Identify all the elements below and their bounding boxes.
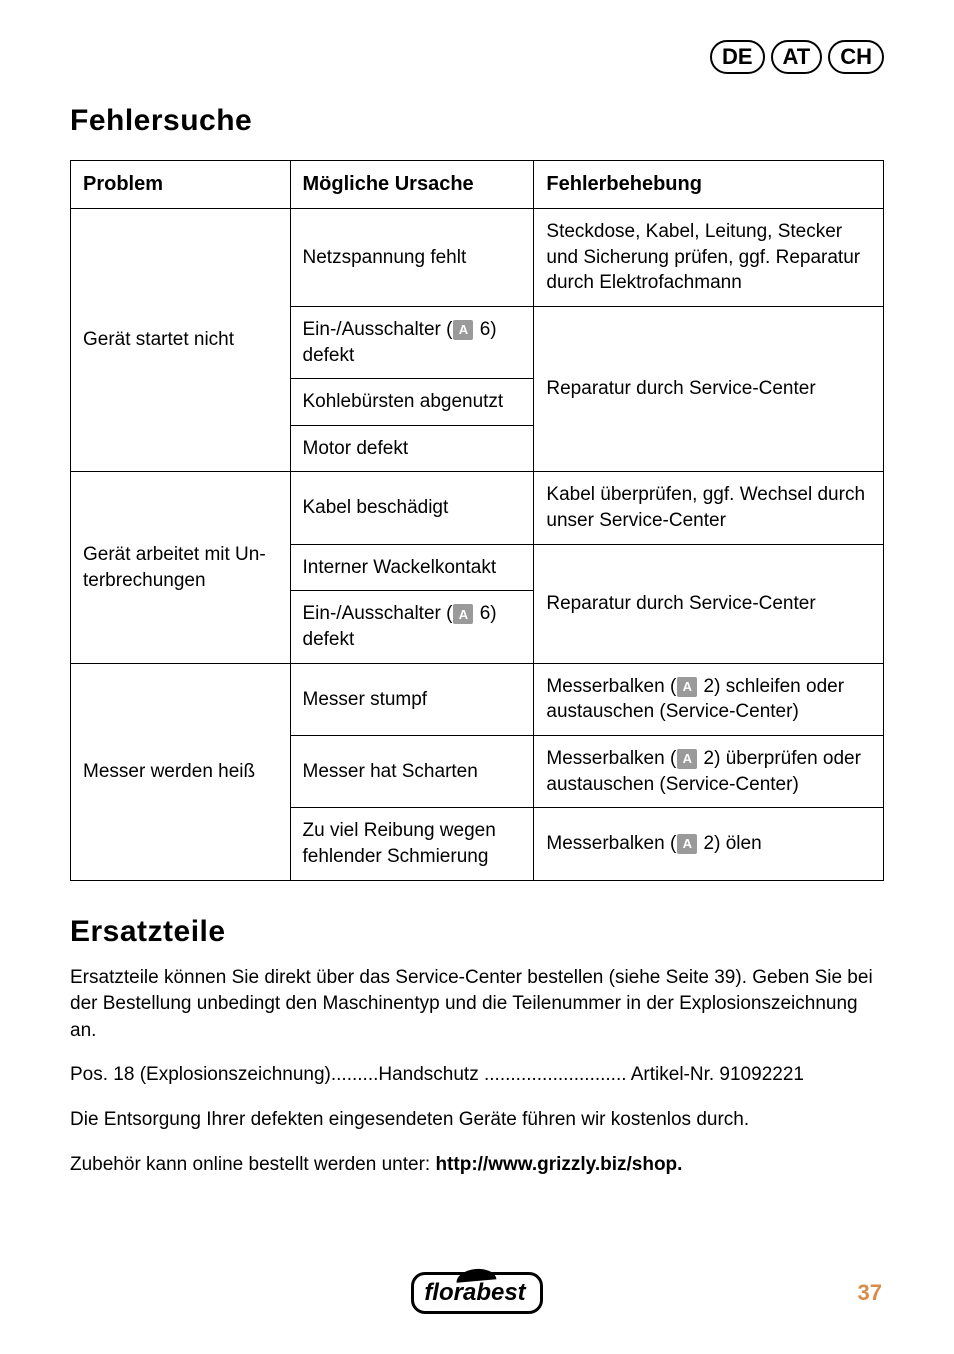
cell-cause: Messer stumpf [290,663,534,735]
cell-cause: Kohlebürsten abgenutzt [290,379,534,426]
table-row: Gerät startet nicht Netzspannung fehlt S… [71,209,884,307]
section-title-spareparts: Ersatzteile [70,915,884,949]
ref-icon: A [453,604,473,624]
cell-fix: Kabel überprüfen, ggf. Wechsel durch uns… [534,472,884,544]
cell-cause: Netzspannung fehlt [290,209,534,307]
cell-fix: Messerbalken (A 2) überprüfen oder austa… [534,735,884,807]
ref-icon: A [453,320,473,340]
table-header-row: Problem Mögliche Ursache Fehlerbehebung [71,161,884,209]
country-code: DE [710,40,765,74]
table-row: Gerät arbeitet mit Un­terbrechungen Kabe… [71,472,884,544]
header-fix: Fehlerbehebung [534,161,884,209]
florabest-logo: florabest [411,1272,542,1314]
header-problem: Problem [71,161,291,209]
body-paragraph: Die Entsorgung Ihrer defekten eingesende… [70,1107,884,1134]
country-code: CH [828,40,884,74]
cell-cause: Zu viel Reibung wegen fehlender Schmieru… [290,808,534,880]
body-paragraph: Zubehör kann online bestellt werden unte… [70,1152,884,1179]
cell-problem: Gerät startet nicht [71,209,291,472]
cell-fix: Messerbalken (A 2) ölen [534,808,884,880]
footer-logo-wrap: florabest [0,1272,954,1314]
ref-icon: A [677,749,697,769]
cell-cause: Kabel beschädigt [290,472,534,544]
section-title-troubleshooting: Fehlersuche [70,104,884,138]
cell-fix: Messerbalken (A 2) schleifen oder austau… [534,663,884,735]
cell-fix: Steckdose, Kabel, Leitung, Stecker und S… [534,209,884,307]
page-number: 37 [858,1280,882,1306]
cell-cause: Messer hat Scharten [290,735,534,807]
cell-cause: Ein-/Ausschalter (A 6) defekt [290,306,534,378]
body-paragraph: Ersatzteile können Sie direkt über das S… [70,965,884,1045]
ref-icon: A [677,677,697,697]
table-row: Messer werden heiß Messer stumpf Messerb… [71,663,884,735]
cell-problem: Messer werden heiß [71,663,291,880]
country-code: AT [771,40,823,74]
cell-problem: Gerät arbeitet mit Un­terbrechungen [71,472,291,663]
cell-fix: Reparatur durch Service-Center [534,544,884,663]
cell-fix: Reparatur durch Service-Center [534,306,884,472]
cell-cause: Interner Wackelkontakt [290,544,534,591]
shop-url: http://www.grizzly.biz/shop. [435,1154,682,1175]
country-code-row: DE AT CH [70,40,884,74]
cell-cause: Ein-/Ausschalter (A 6) defekt [290,591,534,663]
body-paragraph: Pos. 18 (Explosionszeichnung).........Ha… [70,1062,884,1089]
cell-cause: Motor defekt [290,425,534,472]
header-cause: Mögliche Ursache [290,161,534,209]
ref-icon: A [677,834,697,854]
troubleshooting-table: Problem Mögliche Ursache Fehlerbehebung … [70,160,884,881]
